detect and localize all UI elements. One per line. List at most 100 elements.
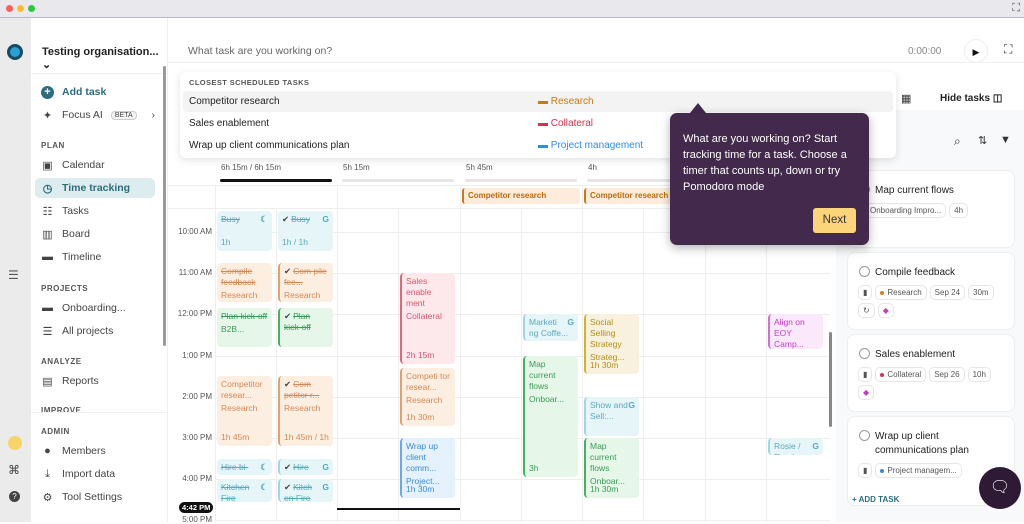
dropdown-item[interactable]: Wrap up client communications plan ▬ Proj…	[183, 135, 893, 156]
add-task-button[interactable]: + Add task	[41, 82, 155, 102]
sidebar-item-calendar[interactable]: ▣ Calendar	[41, 155, 155, 175]
fullscreen-icon[interactable]: ⛶	[1012, 2, 1020, 14]
event-title: Marketi ng Coffe...	[529, 317, 569, 339]
calendar-event[interactable]: ✔ G Kitch en Fire	[278, 479, 333, 502]
help-icon[interactable]: ?	[9, 491, 20, 502]
event-duration: 2h 15m	[406, 349, 435, 360]
task-title: Map current flows	[875, 185, 954, 196]
sidebar-item-reports[interactable]: ▤ Reports	[41, 371, 155, 391]
sidebar-scrollbar[interactable]	[163, 66, 166, 346]
calendar-event[interactable]: Social Selling Strategy Strateg... 1h 30m	[584, 314, 639, 375]
calendar-event[interactable]: G Show and Sell:...	[584, 396, 639, 436]
section-projects: PROJECTS	[41, 284, 89, 293]
calendar-event[interactable]: Compile feedback Research	[217, 262, 272, 303]
focus-ai-button[interactable]: ✦ Focus AI BETA ›	[41, 105, 155, 125]
sidebar-item-onboarding-[interactable]: ▬ Onboarding...	[41, 298, 155, 318]
calendar-event[interactable]: ✔ Plan kick-off	[278, 308, 333, 348]
lane-divider	[398, 208, 399, 522]
calendar-event[interactable]: G Rosie / Rumi	[768, 438, 823, 455]
calendar-event[interactable]: Wrap up client comm... Project... 1h 30m	[400, 438, 455, 498]
calendar-event[interactable]: Competi tor resear... Research 1h 30m	[400, 367, 455, 426]
reports-icon: ▤	[42, 375, 53, 388]
sidebar-item-tool-settings[interactable]: ⚙ Tool Settings	[41, 487, 155, 507]
app-logo-icon[interactable]	[7, 44, 23, 60]
calendar-event[interactable]: Plan kick-off B2B...	[217, 308, 272, 348]
event-project: Research	[284, 403, 321, 414]
hour-label: 12:00 PM	[177, 309, 212, 319]
sidebar-item-members[interactable]: ● Members	[41, 441, 155, 461]
task-checkbox[interactable]	[859, 430, 870, 441]
filter-icon[interactable]: ▼	[1000, 134, 1011, 146]
add-task-panel-button[interactable]: + ADD TASK	[852, 495, 900, 504]
avatar[interactable]	[8, 436, 22, 450]
calendar-event[interactable]: ☾ Busy 1h	[217, 211, 272, 251]
expand-icon[interactable]: ⛶	[1004, 42, 1013, 56]
minimize-window-button[interactable]	[17, 5, 24, 12]
all-day-event[interactable]: Competitor research	[462, 188, 580, 204]
calendar-event[interactable]: ☾ Hire bi-weekly	[217, 458, 272, 476]
sidebar: Testing organisation... ⌄ + Add task ✦ Foc…	[31, 18, 168, 522]
command-icon[interactable]: ⌘	[8, 463, 20, 477]
folder-icon: ▬	[538, 96, 551, 107]
event-duration: 1h / 1h	[282, 236, 308, 247]
task-card[interactable]: Map current flows Onboarding Impro... 4h	[847, 170, 1015, 248]
calendar-event[interactable]: Map current flows Onboar... 1h 30m	[584, 438, 639, 498]
window-titlebar: ⛶	[0, 0, 1024, 18]
dropdown-project: ▬ Research	[538, 96, 594, 107]
calendar-event[interactable]: ✔ G Busy 1h / 1h	[278, 211, 333, 251]
chat-button[interactable]: 🗨	[979, 467, 1021, 509]
task-checkbox[interactable]	[859, 348, 870, 359]
maximize-window-button[interactable]	[28, 5, 35, 12]
dropdown-task-name: Sales enablement	[189, 118, 270, 129]
dropdown-item[interactable]: Sales enablement ▬ Collateral	[183, 113, 893, 134]
calendar-event[interactable]: Sales enable ment Collateral 2h 15m	[400, 273, 455, 364]
hour-line	[215, 479, 830, 481]
sidebar-item-board[interactable]: ▥ Board	[41, 224, 155, 244]
sidebar-item-all-projects[interactable]: ☰ All projects	[41, 321, 155, 341]
calendar-event[interactable]: Map current flows Onboar... 3h	[523, 355, 578, 478]
dropdown-item[interactable]: Competitor research ▬ Research	[183, 91, 893, 112]
sidebar-item-timeline[interactable]: ▬ Timeline	[41, 247, 155, 267]
calendar-event[interactable]: Align on EOY Camp...	[768, 314, 823, 350]
calendar-scrollbar[interactable]	[829, 332, 832, 427]
task-checkbox[interactable]	[859, 266, 870, 277]
divider	[168, 185, 830, 186]
grid-view-icon[interactable]: ▦	[901, 93, 912, 105]
event-title: Busy	[221, 214, 240, 225]
play-button[interactable]: ▶	[964, 39, 988, 63]
org-switcher[interactable]: Testing organisation... ⌄	[42, 46, 167, 71]
dropdown-heading: CLOSEST SCHEDULED TASKS	[189, 78, 310, 87]
collapse-sidebar-icon[interactable]: ☰	[8, 268, 19, 282]
sidebar-item-time-tracking[interactable]: ◷ Time tracking	[35, 178, 155, 198]
search-icon[interactable]: ⌕	[954, 134, 961, 148]
next-button[interactable]: Next	[813, 208, 856, 233]
hide-tasks-button[interactable]: Hide tasks ◫	[940, 93, 1002, 104]
task-card[interactable]: Compile feedback ▮ Research Sep 24 30m ↻ ◆	[847, 252, 1015, 330]
calendar-event[interactable]: ✔ Com petitor r... Research 1h 45m / 1h	[278, 376, 333, 447]
day-divider	[337, 185, 338, 522]
calendar-event[interactable]: G Marketi ng Coffe...	[523, 314, 578, 342]
calendar-event[interactable]: ✔ G Hire bi...	[278, 458, 333, 476]
day-progress-bar	[342, 179, 454, 182]
priority-icon: ▮	[863, 466, 868, 475]
close-window-button[interactable]	[6, 5, 13, 12]
calendar-event[interactable]: Competitor resear... Research 1h 45m	[217, 376, 272, 447]
task-chips: ▮ Collateral Sep 26 10h ◆	[858, 367, 1013, 403]
sidebar-item-import-data[interactable]: ⤓ Import data	[41, 464, 155, 484]
google-icon: G	[628, 399, 635, 410]
sidebar-item-label: Time tracking	[62, 182, 131, 194]
current-time-line	[337, 508, 460, 511]
tag-icon: ◆	[863, 388, 870, 397]
sort-icon[interactable]: ⇅	[978, 135, 988, 147]
hour-label: 11:00 AM	[178, 268, 212, 278]
calendar-event[interactable]: ☾ Kitchen Fire	[217, 479, 272, 502]
task-card[interactable]: Sales enablement ▮ Collateral Sep 26 10h ◆	[847, 334, 1015, 412]
sidebar-item-tasks[interactable]: ☷ Tasks	[41, 201, 155, 221]
task-input[interactable]: What task are you working on?	[188, 45, 333, 57]
hour-line	[215, 314, 830, 316]
section-plan: PLAN	[41, 141, 65, 150]
event-project: Project...	[406, 476, 440, 486]
lane-divider	[643, 208, 644, 522]
repeat-icon: ↻	[863, 306, 870, 315]
calendar-event[interactable]: ✔ Com pile fee... Research	[278, 262, 333, 303]
